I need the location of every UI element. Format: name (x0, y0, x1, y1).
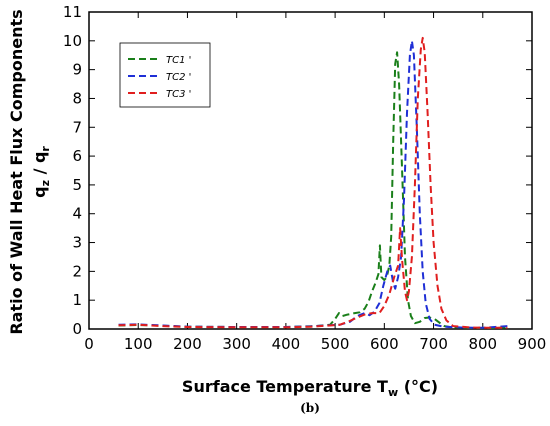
axis-ticks (88, 11, 533, 330)
x-tick-label: 600 (370, 335, 399, 353)
series-line-tc3 (118, 36, 508, 329)
x-tick-label: 800 (468, 335, 497, 353)
y-tick-label: 10 (63, 32, 82, 50)
x-tick-label: 900 (518, 335, 547, 353)
x-tick-label: 100 (124, 335, 153, 353)
plot-frame (88, 11, 533, 330)
y-tick-label: 4 (72, 205, 82, 223)
x-tick-label: 700 (419, 335, 448, 353)
y-tick-label: 3 (72, 234, 82, 252)
axis-tick-labels: 0 100 200 300 400 500 600 700 800 900 0 1 2 3 4 5 6 7 8 9 10… (63, 3, 546, 353)
y-tick-label: 9 (72, 61, 82, 79)
y-tick-label: 7 (72, 118, 82, 136)
legend: TC1 ' TC2 ' TC3 ' (119, 42, 211, 108)
figure-caption: (b) (300, 401, 320, 415)
y-tick-label: 1 (72, 291, 82, 309)
series-lines (118, 36, 508, 329)
y-tick-label: 6 (72, 147, 82, 165)
y-tick-label: 0 (72, 320, 82, 338)
x-tick-label: 400 (272, 335, 301, 353)
legend-label-tc3: TC3 ' (166, 89, 191, 100)
x-tick-label: 200 (173, 335, 202, 353)
y-axis-title-outer: Ratio of Wall Heat Flux Components (7, 9, 26, 334)
y-tick-label: 8 (72, 89, 82, 107)
x-tick-label: 500 (321, 335, 350, 353)
x-tick-label: 300 (222, 335, 251, 353)
y-tick-label: 11 (63, 3, 82, 21)
y-axis-title-inner: qz / qr (30, 146, 52, 198)
x-tick-label: 0 (84, 335, 94, 353)
y-tick-label: 2 (72, 262, 82, 280)
legend-label-tc2: TC2 ' (166, 72, 191, 83)
legend-label-tc1: TC1 ' (166, 55, 191, 66)
x-axis-title: Surface Temperature Tw (°C) (182, 377, 438, 399)
y-tick-label: 5 (72, 176, 82, 194)
